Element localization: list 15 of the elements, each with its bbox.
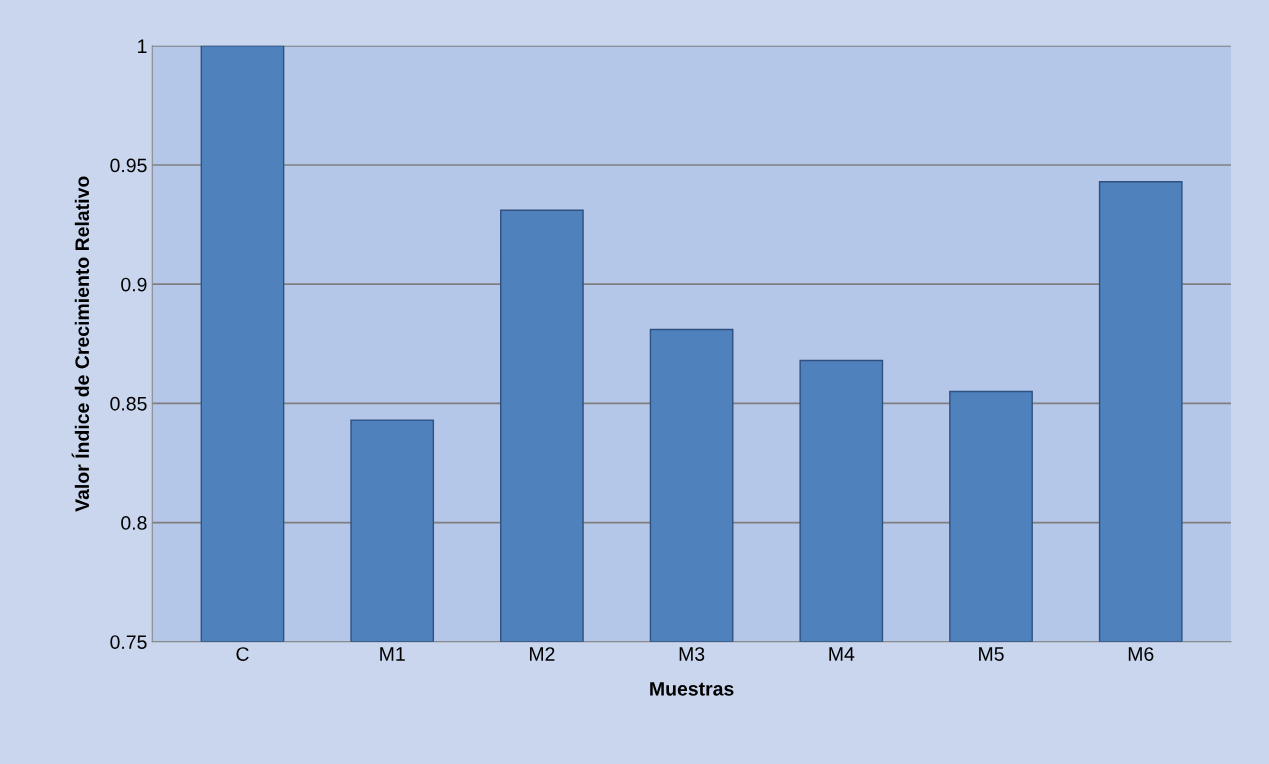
- y-tick-label: 0.95: [110, 158, 147, 173]
- x-tick-label: M1: [380, 647, 405, 661]
- y-tick-label: 0.75: [110, 635, 147, 649]
- y-tick-label: 0.85: [110, 396, 147, 411]
- x-tick-label: M5: [979, 647, 1004, 661]
- x-axis-title: Muestras: [650, 682, 734, 696]
- x-tick-label: M4: [829, 647, 855, 661]
- x-tick-label: C: [236, 647, 249, 661]
- y-tick-label: 0.8: [121, 516, 147, 530]
- x-tick-label: M2: [529, 647, 555, 661]
- y-tick-label: 0.9: [121, 277, 147, 292]
- x-tick-label: M3: [679, 647, 705, 661]
- y-axis-title: Valor Índice de Crecimiento Relativo: [71, 176, 90, 512]
- x-tick-label: M6: [1128, 647, 1154, 661]
- y-tick-label: 1: [138, 39, 147, 53]
